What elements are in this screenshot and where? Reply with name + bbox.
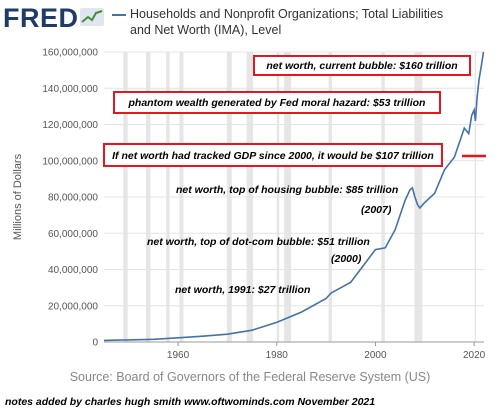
chart-header: FRED Households and Nonprofit Organizati… bbox=[0, 0, 500, 46]
y-tick-label: 40,000,000 bbox=[48, 265, 98, 276]
series-line bbox=[103, 51, 485, 342]
gridlines bbox=[104, 51, 484, 307]
x-axis-ticks: 1960 1980 2000 2020 bbox=[167, 342, 486, 361]
x-tick-label: 1980 bbox=[266, 350, 289, 361]
x-tick-label: 2000 bbox=[364, 350, 387, 361]
annotation-housing-year: (2007) bbox=[361, 204, 392, 216]
y-tick-label: 80,000,000 bbox=[48, 193, 98, 204]
source-note: Source: Board of Governors of the Federa… bbox=[69, 370, 431, 384]
y-tick-label: 20,000,000 bbox=[48, 301, 98, 312]
y-tick-label: 0 bbox=[92, 338, 98, 349]
fred-trend-line-icon bbox=[80, 8, 104, 26]
y-tick-label: 140,000,000 bbox=[42, 84, 98, 95]
y-tick-label: 160,000,000 bbox=[42, 48, 98, 59]
annotation-housing-bubble: net worth, top of housing bubble: $85 tr… bbox=[176, 184, 398, 196]
y-axis-label: Millions of Dollars bbox=[12, 153, 24, 240]
x-tick-label: 2020 bbox=[463, 350, 486, 361]
y-tick-label: 60,000,000 bbox=[48, 229, 98, 240]
annotation-gdp-tracked-text: If net worth had tracked GDP since 2000,… bbox=[112, 150, 434, 162]
chart-area: 0 20,000,000 40,000,000 60,000,000 80,000,00… bbox=[12, 48, 486, 361]
x-tick-label: 1960 bbox=[167, 350, 190, 361]
y-tick-label: 120,000,000 bbox=[42, 120, 98, 131]
annotation-current-bubble: net worth, current bubble: $160 trillion bbox=[253, 55, 471, 76]
annotation-dotcom-bubble: net worth, top of dot-com bubble: $51 tr… bbox=[147, 236, 370, 248]
y-axis-ticks: 0 20,000,000 40,000,000 60,000,000 80,000,00… bbox=[42, 48, 98, 349]
series-title: Households and Nonprofit Organizations; … bbox=[130, 7, 444, 37]
annotation-dotcom-year: (2000) bbox=[331, 253, 362, 265]
annotation-phantom-wealth-text: phantom wealth generated by Fed moral ha… bbox=[128, 97, 426, 109]
annotation-phantom-wealth: phantom wealth generated by Fed moral ha… bbox=[113, 91, 441, 114]
annotation-gdp-tracked: If net worth had tracked GDP since 2000,… bbox=[103, 143, 443, 167]
annotation-current-bubble-text: net worth, current bubble: $160 trillion bbox=[266, 60, 457, 72]
y-tick-label: 100,000,000 bbox=[42, 156, 98, 167]
credit-note: notes added by charles hugh smith www.of… bbox=[5, 396, 376, 408]
legend-swatch bbox=[112, 14, 126, 16]
annotation-1991: net worth, 1991: $27 trillion bbox=[175, 284, 310, 296]
fred-logo[interactable]: FRED bbox=[3, 3, 79, 33]
